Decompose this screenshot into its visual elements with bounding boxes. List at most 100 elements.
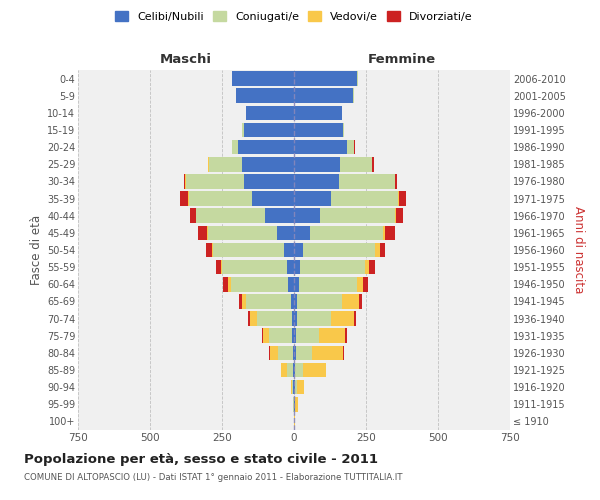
Bar (190, 208, 196, 223)
Bar (242, 157, 294, 172)
Bar (236, 88, 294, 103)
Bar (319, 328, 345, 343)
Bar (214, 242, 284, 258)
Bar (186, 174, 244, 188)
Bar (294, 106, 341, 120)
Bar (277, 226, 294, 240)
Bar (252, 192, 294, 206)
Bar (247, 294, 291, 308)
Bar (281, 362, 287, 378)
Bar (380, 242, 385, 258)
Bar (294, 174, 338, 188)
Bar (362, 277, 368, 291)
Bar (257, 312, 292, 326)
Bar (208, 226, 277, 240)
Bar (331, 312, 355, 326)
Bar (287, 260, 294, 274)
Bar (206, 242, 212, 258)
Bar (293, 362, 294, 378)
Bar (223, 277, 229, 291)
Text: Popolazione per età, sesso e stato civile - 2011: Popolazione per età, sesso e stato civil… (24, 452, 378, 466)
Bar (347, 140, 353, 154)
Bar (216, 260, 221, 274)
Bar (298, 294, 342, 308)
Bar (288, 277, 294, 291)
Bar (311, 346, 343, 360)
Bar (294, 88, 353, 103)
Bar (294, 312, 297, 326)
Bar (212, 242, 214, 258)
Bar (294, 140, 347, 154)
Bar (295, 397, 298, 411)
Bar (242, 122, 244, 138)
Bar (296, 328, 319, 343)
Bar (294, 192, 331, 206)
Bar (292, 328, 294, 343)
Bar (395, 208, 396, 223)
Bar (291, 294, 294, 308)
Bar (238, 140, 294, 154)
Text: COMUNE DI ALTOPASCIO (LU) - Dati ISTAT 1° gennaio 2011 - Elaborazione TUTTITALIA: COMUNE DI ALTOPASCIO (LU) - Dati ISTAT 1… (24, 472, 403, 482)
Bar (222, 260, 287, 274)
Bar (230, 277, 288, 291)
Bar (395, 174, 397, 188)
Bar (265, 208, 294, 223)
Bar (292, 312, 294, 326)
Bar (294, 122, 343, 138)
Bar (287, 362, 293, 378)
Bar (247, 106, 294, 120)
Bar (338, 174, 395, 188)
Bar (396, 208, 403, 223)
Bar (232, 140, 238, 154)
Bar (294, 260, 301, 274)
Bar (299, 277, 357, 291)
Y-axis label: Anni di nascita: Anni di nascita (572, 206, 585, 294)
Bar (294, 362, 295, 378)
Bar (365, 260, 370, 274)
Bar (199, 226, 207, 240)
Bar (294, 242, 303, 258)
Bar (293, 346, 294, 360)
Bar (262, 328, 263, 343)
Bar (343, 122, 344, 138)
Bar (295, 380, 297, 394)
Bar (294, 277, 299, 291)
Bar (269, 346, 278, 360)
Bar (244, 122, 294, 138)
Bar (294, 157, 340, 172)
Bar (269, 328, 292, 343)
Bar (184, 174, 185, 188)
Bar (284, 242, 294, 258)
Bar (248, 312, 250, 326)
Bar (331, 192, 398, 206)
Bar (239, 294, 242, 308)
Bar (383, 226, 385, 240)
Bar (295, 362, 302, 378)
Bar (359, 294, 362, 308)
Bar (209, 157, 242, 172)
Bar (242, 294, 247, 308)
Bar (278, 346, 293, 360)
Bar (302, 362, 326, 378)
Bar (294, 208, 320, 223)
Bar (232, 72, 294, 86)
Bar (340, 157, 372, 172)
Bar (294, 226, 310, 240)
Bar (373, 157, 374, 172)
Bar (292, 380, 293, 394)
Bar (345, 328, 347, 343)
Bar (355, 312, 356, 326)
Bar (250, 312, 257, 326)
Bar (263, 328, 269, 343)
Bar (229, 277, 230, 291)
Bar (294, 328, 296, 343)
Bar (303, 242, 375, 258)
Legend: Celibi/Nubili, Coniugati/e, Vedovi/e, Divorziati/e: Celibi/Nubili, Coniugati/e, Vedovi/e, Di… (112, 8, 476, 25)
Text: Maschi: Maschi (160, 54, 212, 66)
Bar (357, 277, 362, 291)
Bar (385, 226, 395, 240)
Bar (179, 192, 188, 206)
Bar (296, 346, 311, 360)
Bar (297, 312, 331, 326)
Bar (294, 72, 358, 86)
